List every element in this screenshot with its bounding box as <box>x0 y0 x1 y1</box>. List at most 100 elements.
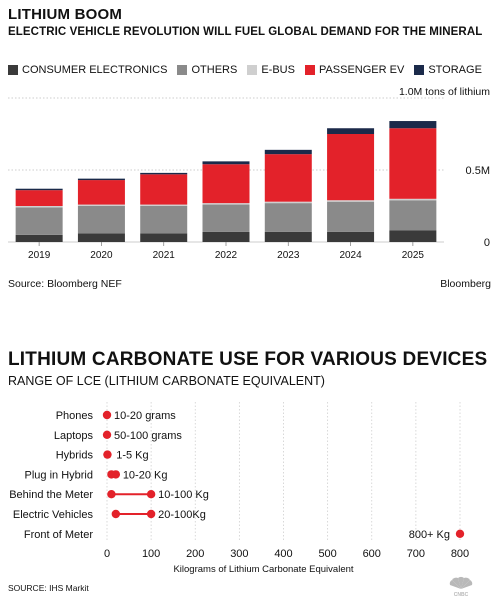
x-tick-label: 2019 <box>28 250 51 261</box>
bar-segment-e-bus <box>77 204 125 206</box>
range-value-label: 800+ Kg <box>409 529 450 541</box>
bar-segment-storage <box>327 128 375 134</box>
y-tick-label: 0 <box>484 237 490 249</box>
bar-segment-passenger-ev <box>389 128 437 199</box>
range-value-label: 1-5 Kg <box>116 450 148 462</box>
bar-segment-others <box>202 204 250 232</box>
x-tick-label: 2023 <box>277 250 300 261</box>
x-tick-label: 2022 <box>215 250 238 261</box>
y-tick-label: 1.0M tons of lithium <box>399 86 490 98</box>
device-label: Laptops <box>54 430 94 442</box>
range-point <box>103 450 112 459</box>
legend-label: PASSENGER EV <box>318 64 405 76</box>
bar-segment-e-bus <box>140 204 188 206</box>
chart1-title: LITHIUM BOOM <box>8 6 123 23</box>
x-tick-label: 300 <box>230 548 248 560</box>
range-value-label: 50-100 grams <box>114 430 182 442</box>
bar-segment-storage <box>77 178 125 181</box>
range-min-point <box>111 509 121 519</box>
bar-segment-consumer-electronics <box>264 231 312 242</box>
x-tick-label: 2021 <box>153 250 176 261</box>
bar-segment-storage <box>15 188 63 191</box>
range-point <box>102 410 112 420</box>
bar-segment-passenger-ev <box>140 174 188 205</box>
chart2-subtitle: RANGE OF LCE (LITHIUM CARBONATE EQUIVALE… <box>8 374 325 388</box>
stacked-bar-chart: 0 0.5M 1.0M tons of lithium 2019 2020 2021 202… <box>8 86 490 261</box>
device-label: Behind the Meter <box>9 489 93 501</box>
bar-segment-passenger-ev <box>264 154 312 202</box>
legend-item-e-bus: E-BUS <box>247 64 295 76</box>
chart1-credit: Bloomberg <box>440 278 491 290</box>
range-value-label: 20-100Kg <box>158 509 206 521</box>
bar-segment-storage <box>389 121 437 129</box>
bar-segment-consumer-electronics <box>327 231 375 242</box>
legend-swatch <box>304 65 315 75</box>
legend-label: CONSUMER ELECTRONICS <box>22 64 168 76</box>
legend-swatch <box>414 65 425 75</box>
svg-text:CNBC: CNBC <box>454 592 469 597</box>
range-max-point <box>111 470 121 479</box>
chart2-source: SOURCE: IHS Markit <box>8 583 89 593</box>
legend-item-storage: STORAGE <box>414 64 482 76</box>
device-label: Plug in Hybrid <box>25 469 93 481</box>
x-tick-label: 800 <box>451 548 469 560</box>
device-label: Hybrids <box>56 450 94 462</box>
device-label: Front of Meter <box>24 529 93 541</box>
x-tick-label: 100 <box>142 548 160 560</box>
range-value-label: 10-20 grams <box>114 410 176 422</box>
x-tick-label: 400 <box>274 548 292 560</box>
legend-label: E-BUS <box>261 64 295 76</box>
range-max-point <box>146 490 156 499</box>
bar-segment-others <box>140 206 188 234</box>
range-value-label: 10-100 Kg <box>158 489 209 501</box>
x-tick-label: 700 <box>407 548 425 560</box>
device-label: Phones <box>56 410 94 422</box>
bar-segment-consumer-electronics <box>140 233 188 242</box>
x-tick-label: 200 <box>186 548 204 560</box>
bar-segment-passenger-ev <box>327 134 375 201</box>
peacock-logo-icon: CNBC <box>449 577 473 597</box>
legend-label: STORAGE <box>428 64 482 76</box>
x-tick-label: 0 <box>104 548 110 560</box>
bar-segment-consumer-electronics <box>15 234 63 242</box>
x-tick-label: 2024 <box>339 250 362 261</box>
chart2-title: LITHIUM CARBONATE USE FOR VARIOUS DEVICE… <box>8 349 488 370</box>
range-chart: 0 100 200 300 400 500 600 700 800 Kilograms of Li… <box>9 402 469 575</box>
bar-segment-e-bus <box>389 198 437 201</box>
range-max-point <box>146 509 156 519</box>
bar-segment-consumer-electronics <box>77 233 125 242</box>
bar-segment-others <box>15 207 63 235</box>
x-tick-label: 500 <box>318 548 336 560</box>
range-point <box>455 529 465 538</box>
bar-segment-passenger-ev <box>202 164 250 204</box>
bar-segment-e-bus <box>327 200 375 202</box>
device-label: Electric Vehicles <box>13 509 94 521</box>
bar-segment-others <box>264 203 312 232</box>
legend-item-passenger-ev: PASSENGER EV <box>304 64 405 76</box>
bar-segment-passenger-ev <box>77 180 125 205</box>
chart1-subtitle: ELECTRIC VEHICLE REVOLUTION WILL FUEL GL… <box>8 26 483 38</box>
bar-segment-others <box>77 206 125 234</box>
chart1-source: Source: Bloomberg NEF <box>8 278 122 290</box>
legend-swatch <box>177 65 188 75</box>
legend-item-others: OTHERS <box>177 64 237 76</box>
legend-label: OTHERS <box>191 64 238 76</box>
legend-swatch <box>247 65 258 75</box>
range-point <box>102 430 112 439</box>
legend-item-consumer-electronics: CONSUMER ELECTRONICS <box>8 64 167 76</box>
bar-segment-e-bus <box>202 203 250 205</box>
bar-segment-others <box>327 201 375 232</box>
bar-segment-consumer-electronics <box>389 230 437 242</box>
range-value-label: 10-20 Kg <box>123 469 168 481</box>
x-tick-label: 600 <box>363 548 381 560</box>
range-min-point <box>107 490 116 499</box>
bar-segment-storage <box>264 149 312 155</box>
bar-segment-consumer-electronics <box>202 231 250 242</box>
chart1-legend: CONSUMER ELECTRONICS OTHERS E-BUS PASSEN… <box>8 64 482 76</box>
bar-segment-e-bus <box>15 206 63 208</box>
x-tick-label: 2020 <box>90 250 113 261</box>
bar-segment-others <box>389 200 437 231</box>
y-tick-label: 0.5M <box>466 165 490 177</box>
bar-segment-e-bus <box>264 201 312 204</box>
x-axis-label: Kilograms of Lithium Carbonate Equivalen… <box>173 564 353 575</box>
